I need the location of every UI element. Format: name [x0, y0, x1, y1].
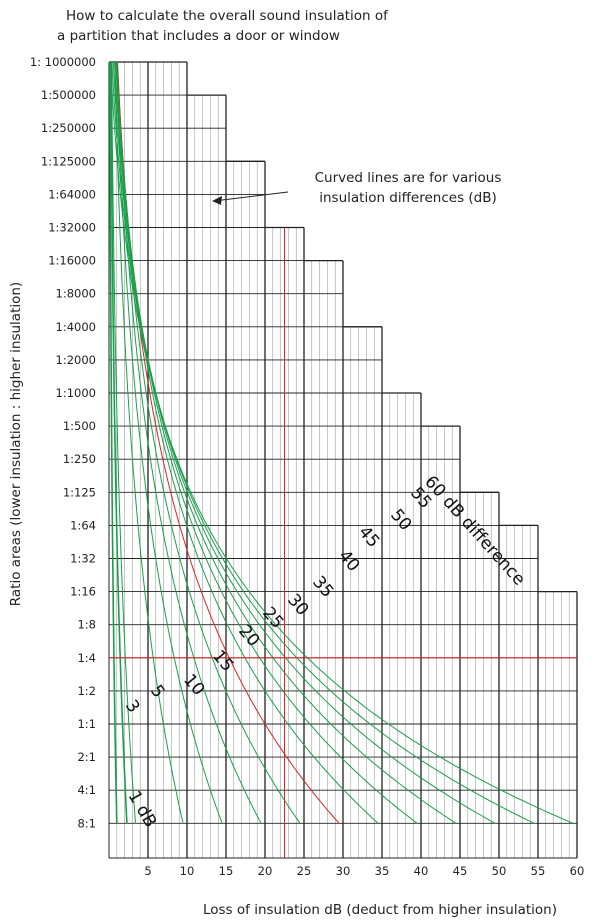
- x-tick-label: 20: [258, 864, 273, 878]
- curve-label-30: 30: [283, 590, 312, 619]
- annotation-arrow: [213, 191, 289, 202]
- annotation-line-2: insulation differences (dB): [319, 190, 497, 206]
- curve-10-db: [114, 61, 184, 824]
- y-tick-label: 1:8000: [56, 287, 96, 301]
- annotation-arrowhead: [212, 196, 222, 205]
- y-tick-label: 1:2000: [56, 353, 96, 367]
- x-tick-labels: 5 10 15 20 25 30 35 40 45 50 55 60: [144, 864, 584, 878]
- y-tick-label: 1:500000: [41, 88, 96, 102]
- curve-60-db: [109, 61, 574, 824]
- y-tick-label: 1:125000: [41, 154, 96, 168]
- y-tick-label: 1:1: [77, 717, 96, 731]
- y-tick-label: 1:32: [70, 552, 96, 566]
- curve-label-50: 50: [386, 505, 415, 534]
- x-tick-label: 50: [492, 864, 507, 878]
- curve-label-40: 40: [334, 546, 363, 575]
- y-tick-label: 1:250000: [41, 121, 96, 135]
- y-tick-label: 8:1: [77, 816, 96, 830]
- y-tick-label: 1:8: [77, 618, 96, 632]
- y-tick-label: 1:32000: [48, 221, 96, 235]
- annotation-line-1: Curved lines are for various: [315, 170, 502, 186]
- y-tick-label: 1:500: [63, 419, 96, 433]
- y-tick-label: 1:64000: [48, 187, 96, 201]
- annotation: Curved lines are for various insulation …: [212, 170, 501, 206]
- y-tick-label: 1:4: [77, 651, 96, 665]
- x-tick-label: 60: [570, 864, 585, 878]
- curve-1-db: [109, 62, 118, 824]
- curve-label-15: 15: [208, 646, 237, 675]
- x-tick-label: 55: [531, 864, 546, 878]
- y-tick-label: 1:125: [63, 485, 96, 499]
- x-tick-label: 10: [180, 864, 195, 878]
- curve-label-10: 10: [179, 670, 208, 699]
- x-tick-label: 15: [219, 864, 234, 878]
- chart-title-line-1: How to calculate the overall sound insul…: [66, 8, 389, 24]
- y-tick-label: 1:250: [63, 452, 96, 466]
- y-tick-label: 4:1: [77, 783, 96, 797]
- reference-lines: [109, 227, 577, 858]
- curve-label-35: 35: [308, 572, 337, 601]
- curve-50-db: [112, 61, 496, 824]
- y-tick-label: 1:16000: [48, 254, 96, 268]
- curve-45-db: [114, 61, 457, 824]
- x-axis-label: Loss of insulation dB (deduct from highe…: [203, 902, 557, 918]
- y-tick-label: 1:4000: [56, 320, 96, 334]
- y-tick-label: 1:1000: [56, 386, 96, 400]
- curve-label-1: 1 dB: [124, 788, 161, 832]
- x-tick-label: 30: [336, 864, 351, 878]
- y-tick-label: 2:1: [77, 750, 96, 764]
- curve-20-db: [116, 61, 262, 824]
- difference-curves: [109, 61, 574, 824]
- chart-title-line-2: a partition that includes a door or wind…: [57, 28, 340, 44]
- x-tick-label: 40: [414, 864, 429, 878]
- y-tick-label: 1:2: [77, 684, 96, 698]
- y-tick-label: 1: 1000000: [30, 55, 96, 69]
- curve-label-5: 5: [146, 681, 169, 701]
- y-tick-label: 1:16: [70, 585, 96, 599]
- y-axis-label: Ratio areas (lower insulation : higher i…: [8, 282, 24, 606]
- curve-30-db: [116, 61, 340, 824]
- curve-3-db: [110, 62, 128, 824]
- x-tick-label: 25: [297, 864, 312, 878]
- chart-title: How to calculate the overall sound insul…: [57, 8, 389, 44]
- y-tick-label: 1:64: [70, 518, 96, 532]
- y-tick-labels: 1: 1000000 1:500000 1:250000 1:125000 1:6400…: [30, 55, 96, 830]
- x-tick-label: 35: [375, 864, 390, 878]
- curve-40-db: [115, 61, 418, 824]
- x-tick-label: 45: [453, 864, 468, 878]
- x-tick-label: 5: [144, 864, 151, 878]
- curve-5-db: [111, 62, 136, 824]
